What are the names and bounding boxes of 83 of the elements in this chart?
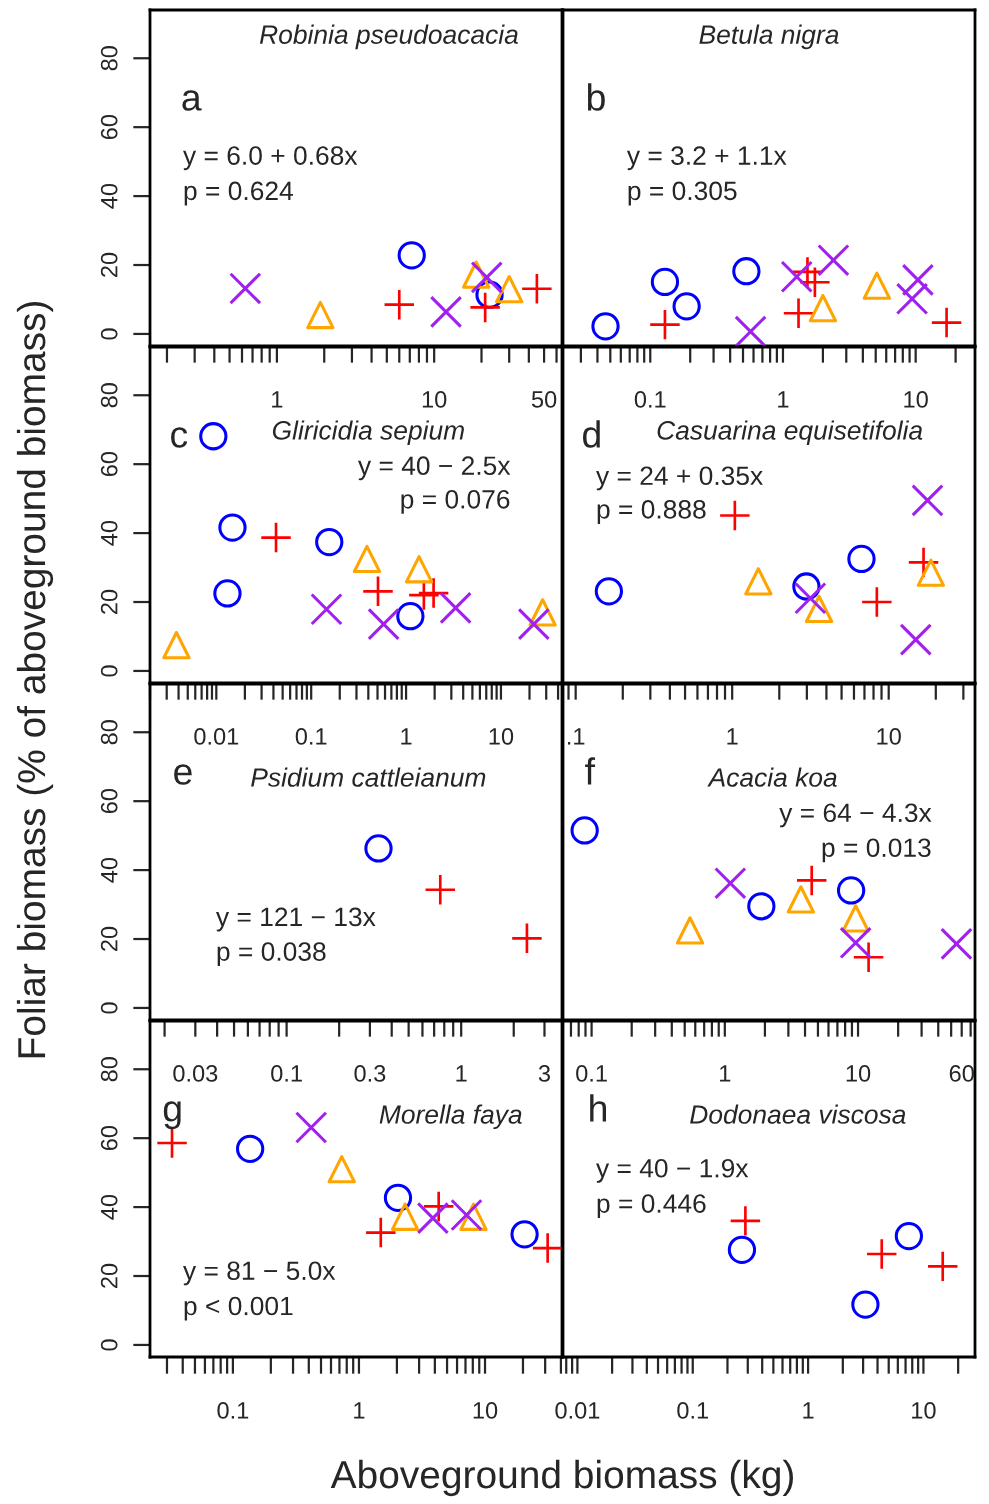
annotation: b (587, 83, 605, 111)
x-tick-label: 50 (531, 391, 557, 408)
text: Robinia pseudoacacia (259, 24, 518, 50)
x-tick-label: 1 (456, 1065, 467, 1082)
y-tick-label: 60 (100, 1125, 118, 1151)
annotation: p = 0.038 (217, 942, 326, 967)
y-tick-label: 20 (100, 1263, 118, 1288)
annotation: g (163, 1101, 181, 1130)
x-tick-label: 1 (803, 1402, 814, 1419)
annotation: p = 0.305 (628, 181, 737, 206)
y-tick-label: 80 (100, 720, 118, 745)
annotation: p = 0.888 (597, 500, 706, 524)
x-tick-label: 10 (904, 391, 928, 408)
x-tick-label: 0.1 (217, 1402, 249, 1419)
y-tick-label: 60 (100, 114, 118, 140)
x-tick-label: 0.1 (576, 1065, 607, 1082)
annotation: y = 3.2 + 1.1x (626, 146, 787, 171)
x-tick-label: 0.3 (354, 1065, 386, 1082)
x-tick-label: 60 (949, 1065, 974, 1082)
text: Acacia koa (707, 767, 837, 787)
x-tick-label: 10 (473, 1402, 498, 1419)
x-tick-label: 10 (846, 1065, 871, 1082)
y-tick-label: 0 (100, 1002, 118, 1014)
x-tick-label: 0.03 (173, 1065, 218, 1082)
text: Gliricidia sepium (272, 420, 464, 445)
annotation: a (182, 90, 202, 111)
annotation: y = 40 − 2.5x (358, 456, 511, 481)
y-tick-label: 40 (100, 183, 118, 209)
annotation: p = 0.624 (184, 181, 293, 206)
annotation: y = 64 − 4.3x (779, 803, 932, 828)
annotation: y = 81 − 5.0x (183, 1261, 336, 1286)
annotation: c (171, 427, 188, 448)
x-tick-label: 10 (489, 728, 514, 745)
x-tick-label: 1 (401, 728, 412, 745)
text: Dodonaea viscosa (690, 1104, 906, 1124)
y-tick-label: 80 (100, 383, 118, 408)
x-tick-label: 0.01 (555, 1402, 600, 1419)
y-tick-label: 0 (100, 328, 118, 340)
text: Psidium cattleianum (251, 767, 486, 787)
annotation: e (174, 764, 192, 785)
y-tick-label: 40 (100, 857, 118, 883)
x-tick-label: 1 (727, 728, 738, 745)
y-tick-label: 20 (100, 926, 118, 951)
annotation: p = 0.076 (401, 489, 510, 514)
x-tick-label: 1 (778, 391, 789, 408)
text: Betula nigra (699, 24, 839, 50)
annotation: y = 6.0 + 0.68x (183, 146, 358, 171)
x-tick-label: 10 (912, 1402, 936, 1419)
annotation: p = 0.013 (822, 838, 931, 863)
x-tick-label: 0.01 (194, 728, 239, 745)
annotation: d (582, 420, 600, 448)
y-axis-title: Foliar biomass (% of aboveground biomass) (16, 301, 54, 1058)
x-tick-label: 3 (538, 1065, 551, 1082)
x-tick-label: 10 (422, 391, 447, 408)
annotation: p = 0.446 (597, 1194, 706, 1219)
annotation: y = 40 − 1.9x (596, 1158, 749, 1183)
x-tick-label: 0.1 (677, 1402, 709, 1419)
x-axis-title: Aboveground biomass (kg) (330, 1459, 793, 1497)
annotation: p < 0.001 (184, 1296, 293, 1321)
y-tick-label: 20 (100, 589, 118, 614)
x-tick-label: .1 (567, 728, 585, 745)
x-tick-label: 1 (272, 391, 283, 408)
y-tick-label: 0 (100, 665, 118, 677)
annotation: y = 24 + 0.35x (596, 466, 763, 491)
x-tick-label: 0.1 (271, 1065, 302, 1082)
y-tick-label: 0 (100, 1339, 118, 1351)
y-tick-label: 60 (100, 451, 118, 477)
x-tick-label: 1 (354, 1402, 365, 1419)
x-tick-label: 10 (877, 728, 901, 745)
x-tick-label: 0.1 (634, 391, 666, 408)
text: Casuarina equisetifolia (657, 420, 923, 445)
annotation: f (585, 757, 596, 785)
text: Morella faya (379, 1104, 522, 1130)
y-tick-label: 80 (100, 46, 118, 71)
x-tick-label: 1 (720, 1065, 731, 1082)
y-tick-label: 80 (100, 1057, 118, 1082)
y-tick-label: 20 (100, 252, 118, 277)
annotation: h (590, 1094, 607, 1122)
y-tick-label: 40 (100, 1194, 118, 1220)
y-tick-label: 40 (100, 520, 118, 546)
annotation: y = 121 − 13x (215, 907, 376, 932)
x-tick-label: 0.1 (295, 728, 327, 745)
y-tick-label: 60 (100, 788, 118, 814)
